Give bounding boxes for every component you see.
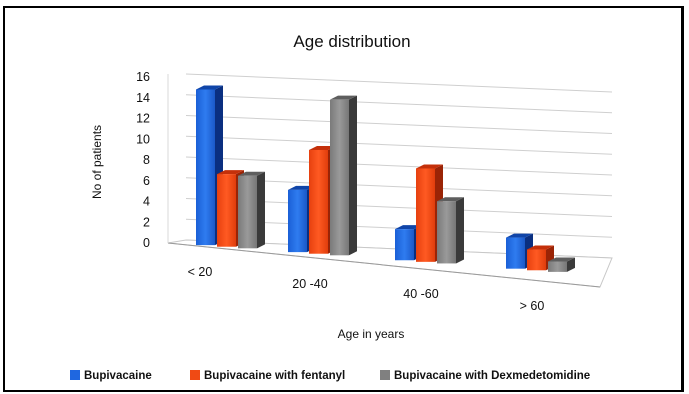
y-tick-label: 14 — [136, 91, 150, 105]
bar-side — [567, 257, 575, 272]
legend-item: Bupivacaine with fentanyl — [190, 370, 345, 382]
bar-side — [349, 95, 357, 256]
bar-front — [506, 237, 525, 269]
bar-side — [257, 171, 265, 249]
bar-front — [309, 149, 328, 254]
y-tick-label: 0 — [143, 236, 150, 250]
bar — [437, 197, 464, 264]
bar-top — [288, 185, 315, 190]
legend-label: Bupivacaine — [84, 370, 152, 382]
legend-item: Bupivacaine with Dexmedetomidine — [380, 370, 590, 382]
bar-front — [395, 229, 414, 261]
x-tick-label: < 20 — [188, 265, 213, 279]
bar-top — [437, 197, 464, 202]
y-axis-label: No of patients — [90, 125, 104, 199]
bar-front — [196, 89, 215, 246]
bar-front — [238, 175, 257, 249]
legend-swatch — [190, 370, 200, 380]
legend: Bupivacaine Bupivacaine with fentanyl Bupi… — [70, 370, 590, 382]
gridline — [185, 135, 613, 155]
bar-top — [217, 170, 244, 175]
x-tick-label: 40 -60 — [403, 287, 438, 301]
bar-top — [309, 145, 336, 150]
bar-front — [527, 249, 546, 271]
bar-top — [548, 257, 575, 262]
bar — [330, 95, 357, 256]
gridline — [185, 94, 613, 114]
chart-title: Age distribution — [293, 32, 410, 51]
legend-swatch — [70, 370, 80, 380]
y-tick-label: 16 — [136, 70, 150, 84]
bar-top — [416, 164, 443, 169]
gridline — [185, 115, 613, 134]
bar-front — [416, 168, 435, 262]
x-axis-ticks: < 20 20 -40 40 -60 > 60 — [188, 265, 545, 313]
bar-side — [456, 197, 464, 264]
x-tick-label: 20 -40 — [292, 277, 327, 291]
x-tick-label: > 60 — [520, 299, 545, 313]
bar — [548, 257, 575, 272]
bar-top — [395, 225, 422, 230]
y-tick-label: 6 — [143, 174, 150, 188]
bar-front — [288, 189, 307, 253]
bar-top — [506, 233, 533, 238]
bar-front — [437, 201, 456, 264]
legend-item: Bupivacaine — [70, 370, 152, 382]
y-tick-label: 12 — [136, 112, 150, 126]
bar-top — [330, 95, 357, 100]
y-tick-label: 8 — [143, 153, 150, 167]
bar-front — [217, 174, 236, 247]
bar — [238, 171, 265, 249]
bar-front — [548, 261, 567, 272]
x-axis-label: Age in years — [338, 327, 405, 341]
bar-top — [196, 85, 223, 90]
y-tick-label: 4 — [143, 195, 150, 209]
y-tick-label: 2 — [143, 215, 150, 229]
legend-label: Bupivacaine with Dexmedetomidine — [394, 370, 590, 382]
gridline — [185, 156, 613, 176]
y-tick-label: 10 — [136, 132, 150, 146]
x-axis-line — [167, 242, 601, 288]
y-axis-ticks: 0 2 4 6 8 10 12 14 16 — [136, 70, 150, 250]
bars — [196, 85, 575, 272]
bar-top — [238, 171, 265, 176]
bar-front — [330, 99, 349, 256]
bar — [527, 245, 554, 271]
gridline — [185, 73, 613, 93]
bar-top — [527, 245, 554, 250]
legend-swatch — [380, 370, 390, 380]
legend-label: Bupivacaine with fentanyl — [204, 370, 345, 382]
